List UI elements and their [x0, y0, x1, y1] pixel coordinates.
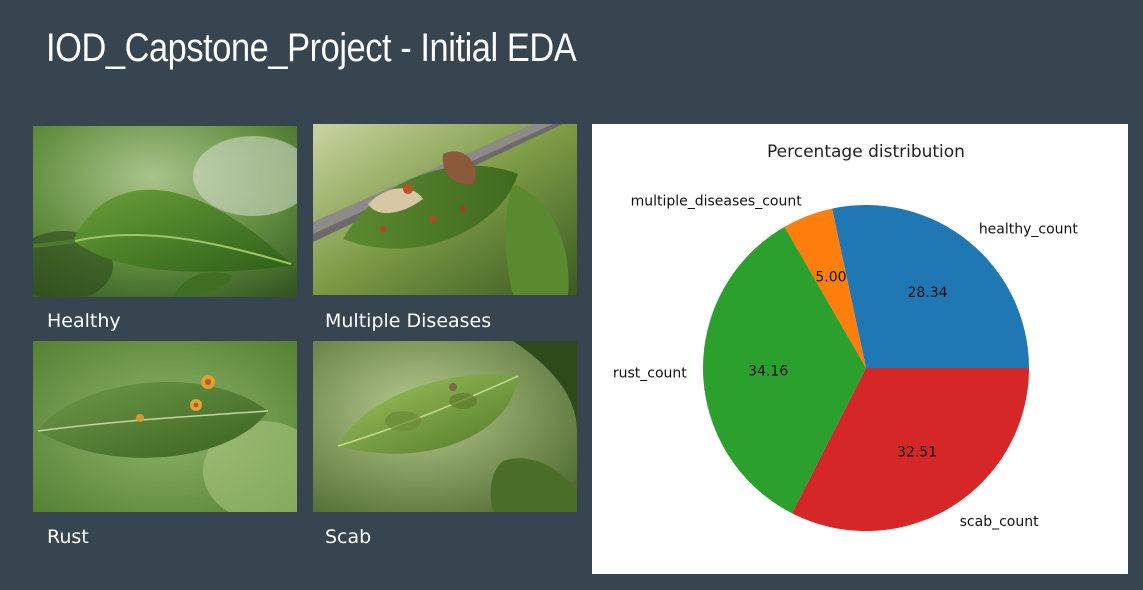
pie-percent-label: 32.51	[897, 444, 937, 460]
multiple-diseases-caption: Multiple Diseases	[325, 310, 492, 332]
multiple-diseases-leaf-photo	[313, 124, 577, 295]
pie-slice-scab-count	[791, 368, 1029, 531]
pie-labels: 28.34 healthy_count 5.00 multiple_diseases_…	[613, 194, 1079, 530]
chart-title: Percentage distribution	[767, 142, 965, 162]
scab-caption: Scab	[325, 526, 372, 548]
pie-slice-multiple-diseases-count	[784, 208, 866, 368]
pie-slice-rust-count	[703, 226, 866, 514]
pie-chart-panel: Percentage distribution 28.34 healthy_cou…	[592, 124, 1128, 574]
scab-leaf-photo	[313, 341, 577, 512]
rust-caption: Rust	[47, 526, 89, 548]
slide-title: IOD_Capstone_Project - Initial EDA	[46, 26, 577, 70]
healthy-caption: Healthy	[47, 310, 121, 332]
pie-category-label: healthy_count	[979, 222, 1079, 238]
pie-percent-label: 28.34	[907, 285, 947, 301]
healthy-leaf-photo	[33, 126, 297, 297]
pie-percent-label: 34.16	[748, 364, 788, 380]
pie-chart: Percentage distribution 28.34 healthy_cou…	[613, 142, 1079, 531]
rust-leaf-photo	[33, 341, 297, 512]
pie-category-label: scab_count	[960, 514, 1039, 530]
pie-category-label: rust_count	[613, 366, 687, 382]
pie-slices	[703, 205, 1029, 531]
pie-percent-label: 5.00	[815, 270, 846, 286]
pie-slice-healthy-count	[832, 205, 1029, 368]
pie-category-label: multiple_diseases_count	[631, 194, 803, 210]
